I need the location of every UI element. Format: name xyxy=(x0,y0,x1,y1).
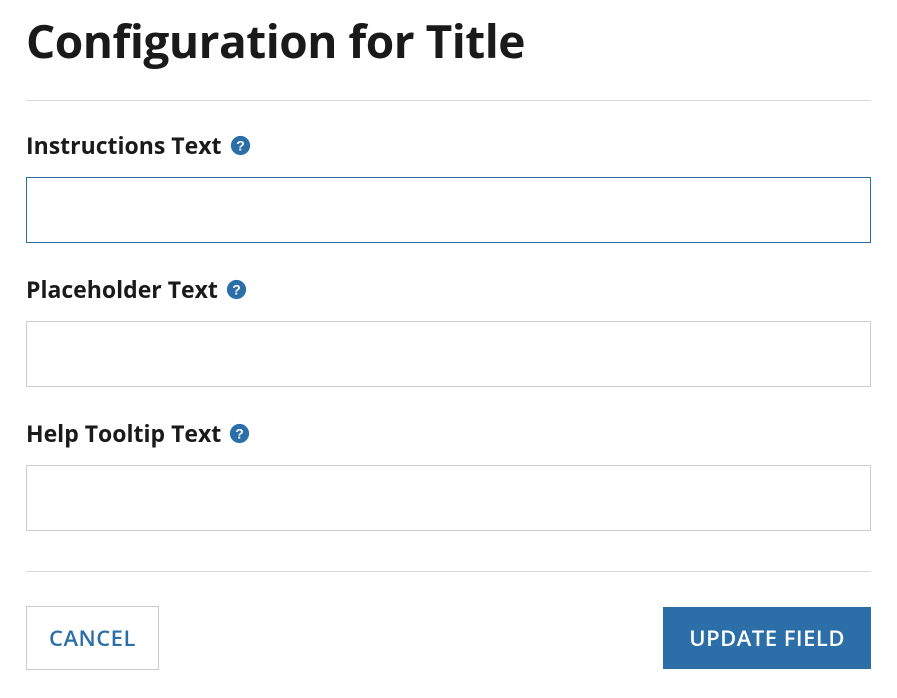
button-row: CANCEL UPDATE FIELD xyxy=(26,606,871,670)
help-icon[interactable]: ? xyxy=(226,279,247,300)
placeholder-label-row: Placeholder Text ? xyxy=(26,273,871,305)
help-icon[interactable]: ? xyxy=(229,423,250,444)
placeholder-input[interactable] xyxy=(26,321,871,387)
page-title: Configuration for Title xyxy=(26,10,871,72)
svg-text:?: ? xyxy=(232,281,241,297)
placeholder-group: Placeholder Text ? xyxy=(26,273,871,387)
svg-text:?: ? xyxy=(236,425,245,441)
tooltip-group: Help Tooltip Text ? xyxy=(26,417,871,531)
svg-text:?: ? xyxy=(236,137,245,153)
config-form-container: Configuration for Title Instructions Tex… xyxy=(0,0,897,690)
update-field-button[interactable]: UPDATE FIELD xyxy=(663,607,871,669)
help-icon[interactable]: ? xyxy=(230,135,251,156)
cancel-button[interactable]: CANCEL xyxy=(26,606,159,670)
instructions-label-row: Instructions Text ? xyxy=(26,129,871,161)
title-divider xyxy=(26,100,871,101)
footer-divider xyxy=(26,571,871,572)
placeholder-label: Placeholder Text xyxy=(26,273,218,305)
instructions-group: Instructions Text ? xyxy=(26,129,871,243)
instructions-label: Instructions Text xyxy=(26,129,222,161)
tooltip-input[interactable] xyxy=(26,465,871,531)
instructions-input[interactable] xyxy=(26,177,871,243)
tooltip-label: Help Tooltip Text xyxy=(26,417,221,449)
tooltip-label-row: Help Tooltip Text ? xyxy=(26,417,871,449)
